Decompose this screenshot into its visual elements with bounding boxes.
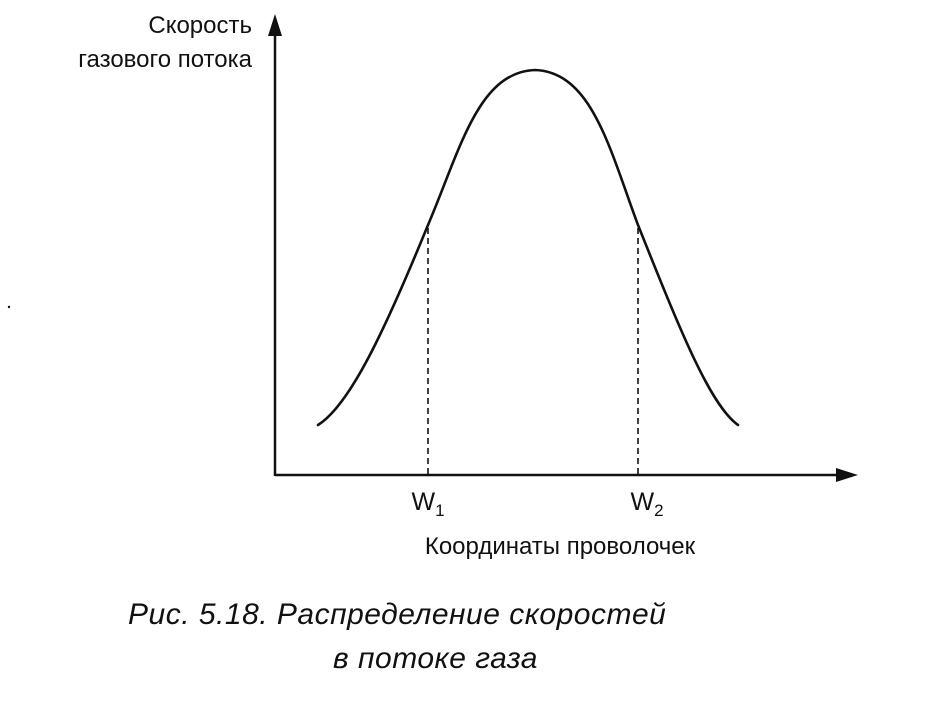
marker-w1-label: W1 <box>411 488 444 520</box>
velocity-curve <box>316 68 740 427</box>
marker-w2-label: W2 <box>630 488 663 520</box>
y-axis-title-line-1: Скорость <box>148 12 252 39</box>
figure-caption-line-1: Рис. 5.18. Распределение скоростей <box>128 598 667 631</box>
scan-speck <box>7 305 11 309</box>
marker-w2-letter: W <box>630 488 654 516</box>
marker-w1-subscript: 1 <box>435 501 444 520</box>
y-axis-arrowhead <box>268 14 282 36</box>
figure-caption-line-2: в потоке газа <box>333 642 538 675</box>
x-axis-arrowhead <box>836 468 858 482</box>
marker-w1-letter: W <box>411 488 435 516</box>
x-axis-title: Координаты проволочек <box>425 533 696 560</box>
marker-w2-subscript: 2 <box>654 501 663 520</box>
y-axis-title-line-2: газового потока <box>78 46 252 73</box>
